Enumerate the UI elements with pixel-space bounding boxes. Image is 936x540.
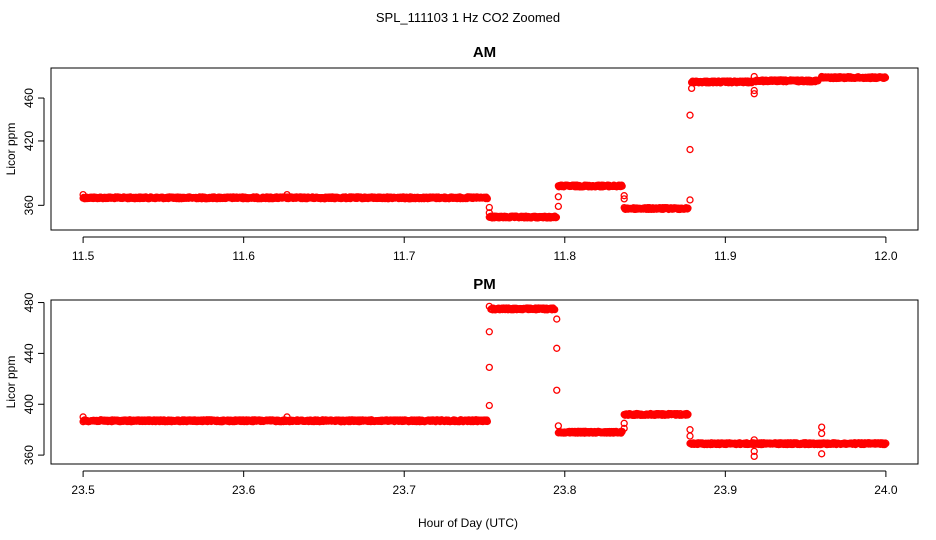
- x-tick-label: 11.8: [554, 249, 577, 263]
- data-point: [485, 302, 493, 311]
- data-point: [750, 72, 758, 81]
- data-point: [554, 193, 563, 201]
- data-points: [79, 302, 890, 461]
- data-point: [553, 386, 561, 394]
- data-point: [483, 194, 492, 203]
- data-point: [554, 202, 563, 211]
- plot-frame: [50, 67, 919, 231]
- data-point: [750, 447, 758, 455]
- y-axis: 360 400 440 480 Licor ppm: [4, 292, 45, 465]
- x-tick-label: 11.9: [714, 249, 737, 263]
- data-point: [551, 305, 559, 314]
- panel-title: PM: [473, 276, 496, 293]
- data-point: [283, 190, 291, 199]
- data-point: [552, 213, 561, 221]
- panel-title: AM: [473, 44, 496, 61]
- x-tick-label: 23.9: [714, 483, 738, 497]
- data-point: [750, 86, 758, 95]
- data-point: [750, 436, 758, 444]
- x-tick-label: 11.7: [393, 249, 416, 263]
- data-point: [553, 315, 561, 323]
- x-tick-label: 23.5: [71, 483, 95, 497]
- x-tick-label: 12.0: [874, 249, 898, 263]
- data-points: [79, 72, 890, 222]
- pm-panel: PM 23.5 23.6 23.7 23.8 23.9 24.0 360 400 440 480 Li…: [4, 276, 919, 497]
- data-point: [485, 209, 493, 217]
- x-tick-label: 23.7: [393, 483, 417, 497]
- data-point: [818, 72, 826, 81]
- y-axis-label: Licor ppm: [4, 123, 18, 176]
- data-point: [620, 195, 628, 203]
- data-point: [881, 74, 890, 82]
- am-panel: AM 11.5 11.6 11.7 11.8 11.9 12.0 360 420 460 Licor…: [4, 44, 919, 263]
- y-tick-label: 480: [22, 292, 36, 312]
- data-point: [620, 192, 628, 200]
- data-point: [684, 204, 692, 212]
- x-tick-label: 24.0: [874, 483, 898, 497]
- x-tick-label: 23.8: [553, 483, 577, 497]
- data-point: [620, 424, 628, 433]
- x-tick-label: 11.6: [232, 249, 255, 263]
- data-point: [485, 363, 493, 372]
- data-point: [283, 413, 291, 421]
- data-point: [686, 111, 694, 119]
- data-point: [818, 423, 826, 431]
- data-point: [686, 145, 694, 154]
- data-point: [554, 422, 563, 430]
- data-point: [618, 182, 626, 190]
- data-point: [750, 452, 758, 461]
- y-tick-label: 360: [22, 445, 36, 465]
- y-tick-label: 400: [22, 394, 36, 414]
- data-point: [750, 90, 758, 98]
- data-point: [686, 196, 694, 204]
- x-axis: 23.5 23.6 23.7 23.8 23.9 24.0: [71, 470, 898, 497]
- data-point: [483, 417, 492, 426]
- data-point: [818, 429, 826, 438]
- plot-frame: [50, 299, 919, 465]
- x-axis: 11.5 11.6 11.7 11.8 11.9 12.0: [72, 236, 898, 263]
- data-point: [620, 419, 628, 427]
- y-tick-label: 440: [22, 343, 36, 363]
- figure-xlabel: Hour of Day (UTC): [418, 516, 518, 530]
- y-axis-label: Licor ppm: [4, 356, 18, 409]
- data-point: [882, 439, 890, 448]
- y-tick-label: 360: [22, 195, 36, 215]
- y-tick-label: 420: [22, 131, 36, 151]
- data-point: [553, 344, 561, 352]
- data-point: [79, 190, 87, 199]
- x-tick-label: 23.6: [232, 483, 256, 497]
- data-point: [818, 450, 826, 458]
- data-point: [485, 401, 493, 410]
- data-point: [79, 413, 87, 421]
- figure-title: SPL_111103 1 Hz CO2 Zoomed: [376, 10, 560, 25]
- y-axis: 360 420 460 Licor ppm: [4, 88, 45, 215]
- data-point: [485, 328, 493, 336]
- data-point: [686, 426, 694, 434]
- x-tick-label: 11.5: [72, 249, 95, 263]
- data-point: [686, 432, 694, 440]
- y-tick-label: 460: [22, 88, 36, 108]
- data-point: [684, 410, 692, 419]
- data-point: [687, 84, 696, 93]
